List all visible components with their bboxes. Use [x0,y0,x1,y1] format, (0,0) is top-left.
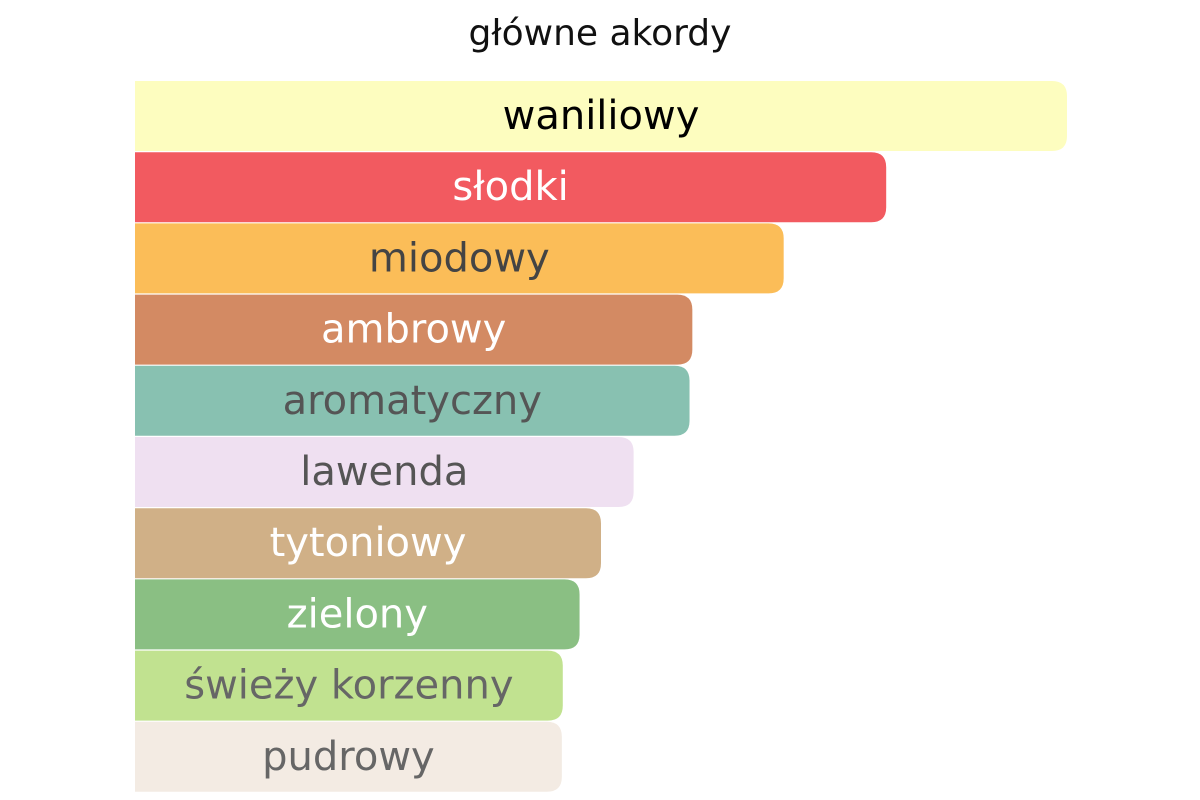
chart-title: główne akordy [469,13,732,54]
bar-label: ambrowy [321,307,506,353]
bar [135,223,784,294]
bar-label: lawenda [300,449,468,495]
bar [135,650,563,721]
bar-label: miodowy [369,235,550,281]
bar [135,579,580,650]
bar [135,508,601,579]
bar-label: zielony [287,591,428,637]
bar-label: słodki [452,164,568,210]
bar-label: pudrowy [262,734,435,780]
bar [135,721,562,792]
bar [135,294,693,365]
bar [135,152,887,223]
bar [135,365,690,436]
bar-label: aromatyczny [283,378,542,424]
bar [135,81,1067,151]
bar-label: świeży korzenny [184,663,513,709]
bar-label: waniliowy [503,93,700,139]
bar-label: tytoniowy [270,520,467,566]
bar [135,437,634,507]
